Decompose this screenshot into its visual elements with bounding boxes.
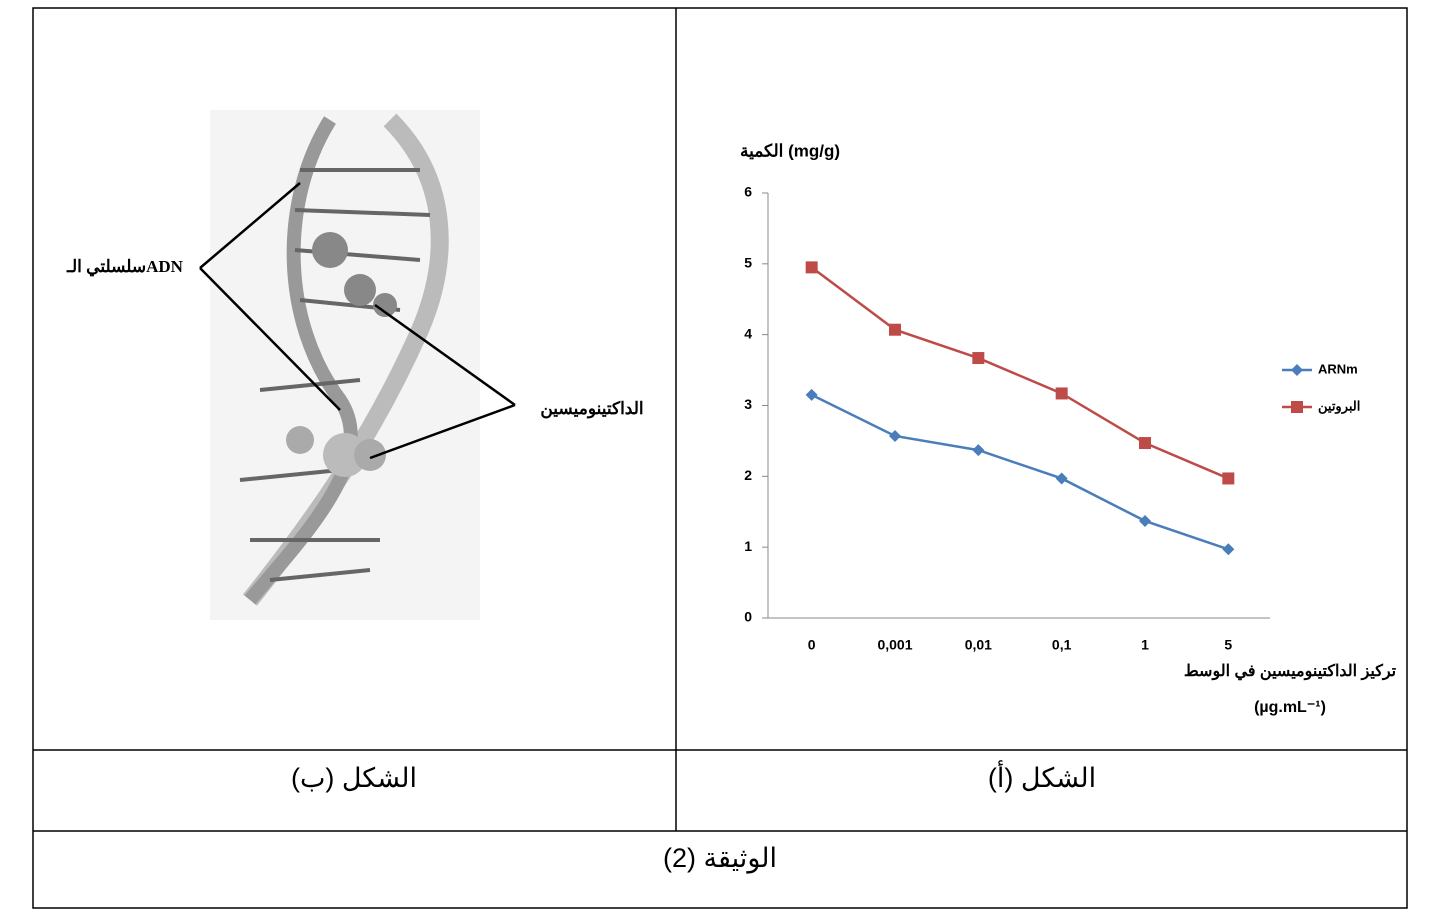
marker: [1222, 472, 1235, 485]
y-tick-label: 5: [744, 255, 752, 271]
marker: [972, 444, 985, 457]
marker: [1222, 543, 1235, 556]
series-line: [810, 266, 1229, 480]
table-borders: [32, 7, 1408, 909]
x-axis-label: تركيز الداكتينوميسين في الوسط: [1184, 663, 1397, 681]
dna-label: سلسلتي الـADN: [66, 257, 184, 277]
x-tick-label: 0: [808, 637, 816, 653]
marker: [889, 323, 901, 336]
caption: الوثيقة (2): [663, 843, 777, 874]
y-tick-label: 1: [744, 538, 752, 554]
marker: [1055, 472, 1068, 485]
x-tick-label: 0,1: [1052, 637, 1072, 653]
marker: [1291, 364, 1303, 376]
marker: [889, 429, 901, 442]
y-axis-label: الكمية (mg/g): [740, 141, 840, 160]
x-axis-unit: (µg.mL⁻¹): [1254, 699, 1326, 716]
marker: [805, 388, 818, 401]
x-tick-label: 1: [1141, 637, 1149, 653]
y-tick-label: 6: [744, 184, 752, 200]
y-tick-label: 4: [744, 325, 752, 341]
marker: [1291, 401, 1303, 413]
marker: [1055, 387, 1068, 400]
y-tick-label: 2: [744, 467, 752, 483]
x-tick-label: 5: [1224, 637, 1232, 653]
arrows: [199, 182, 516, 460]
dna-illustration: [210, 110, 480, 620]
y-tick-label: 0: [744, 609, 752, 625]
marker: [805, 261, 818, 274]
y-tick-label: 3: [744, 396, 752, 412]
caption: الشكل (أ): [988, 760, 1096, 793]
marker: [972, 352, 985, 365]
marker: [1139, 437, 1151, 450]
legend-label: ARNm: [1318, 361, 1358, 376]
x-tick-label: 0,01: [965, 637, 992, 653]
x-tick-label: 0,001: [877, 637, 912, 653]
series-line: [811, 393, 1229, 551]
legend-label: البروتين: [1318, 398, 1360, 414]
drug-label: الداكتينوميسين: [540, 399, 643, 419]
caption: الشكل (ب): [291, 763, 417, 793]
marker: [1139, 514, 1151, 527]
